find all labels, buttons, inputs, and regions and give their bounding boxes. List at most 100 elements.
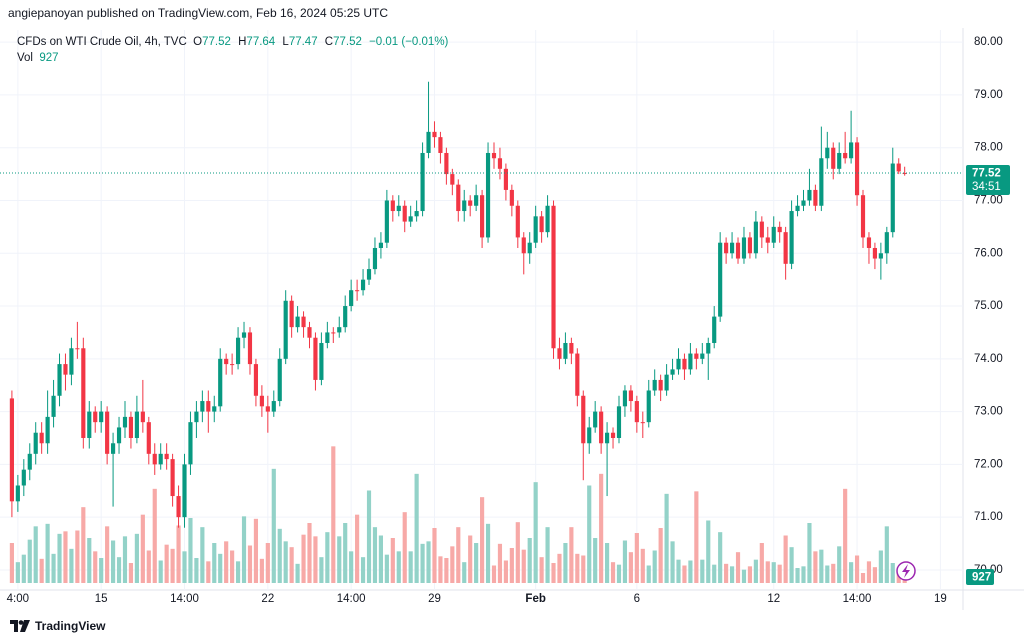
- alert-icon[interactable]: [896, 561, 916, 581]
- volume-bar: [343, 523, 348, 583]
- volume-bar: [854, 555, 860, 583]
- price-tag: 77.52: [972, 168, 1001, 180]
- candle-body: [45, 416, 50, 444]
- legend-change: −0.01 (−0.01%): [369, 36, 449, 48]
- volume-bar: [99, 558, 104, 583]
- volume-bar: [664, 493, 669, 583]
- candle-body: [878, 253, 883, 259]
- volume-bar: [259, 558, 264, 583]
- y-tick-label: 78.00: [974, 142, 1003, 154]
- candle-body: [497, 158, 503, 169]
- candle-body: [331, 332, 336, 334]
- candle-body: [360, 279, 366, 291]
- candle-body: [140, 411, 145, 423]
- candle-body: [480, 195, 485, 238]
- candle-body: [694, 353, 699, 359]
- volume-bar: [319, 557, 324, 583]
- candle-body: [581, 395, 586, 444]
- volume-bar: [634, 533, 639, 583]
- candle-body: [81, 348, 86, 438]
- volume-bar: [890, 563, 895, 583]
- y-tick-label: 71.00: [974, 511, 1003, 523]
- volume-bar: [872, 567, 877, 583]
- volume-bar: [128, 563, 134, 583]
- candle-body: [462, 200, 467, 212]
- candle-body: [390, 200, 395, 212]
- candle-body: [688, 353, 693, 370]
- volume-bar: [539, 557, 544, 583]
- volume-bar: [688, 560, 693, 583]
- candle-body: [569, 342, 574, 354]
- volume-bar: [366, 490, 372, 583]
- candle-body: [21, 469, 26, 486]
- legend-key: O: [193, 36, 203, 48]
- volume-bar: [325, 532, 330, 583]
- volume-key: Vol: [17, 52, 33, 64]
- volume-bar: [295, 563, 300, 583]
- candle-body: [176, 496, 181, 518]
- volume-bar: [521, 549, 526, 583]
- axis-labels: 70.0071.0072.0073.0074.0075.0076.0077.00…: [7, 36, 1010, 605]
- candle-body: [503, 168, 508, 190]
- x-tick-label: 6: [634, 593, 640, 605]
- legend-value: 77.52: [202, 36, 231, 48]
- volume-bar: [134, 533, 139, 583]
- volume-bar: [355, 514, 360, 583]
- candle-body: [616, 406, 622, 438]
- volume-bar: [390, 538, 395, 583]
- volume-bar: [735, 552, 741, 583]
- volume-bar: [15, 562, 20, 583]
- volume-bar: [218, 553, 223, 583]
- volume-bar: [235, 561, 241, 583]
- volume-bar: [462, 562, 467, 583]
- volume-bar: [724, 563, 729, 583]
- y-tick-label: 75.00: [974, 300, 1003, 312]
- candle-body: [610, 432, 616, 438]
- volume-bar: [527, 538, 532, 583]
- candle-body: [670, 369, 675, 375]
- volume-bar: [402, 512, 407, 583]
- y-tick-label: 79.00: [974, 89, 1003, 101]
- candle-body: [218, 358, 223, 407]
- volume-bar: [646, 565, 651, 583]
- candle-body: [604, 432, 610, 444]
- volume-bar: [63, 531, 68, 583]
- volume-bar: [843, 488, 848, 583]
- candle-body: [712, 316, 717, 343]
- volume-bar: [301, 534, 306, 583]
- volume-bar: [807, 523, 812, 583]
- candle-body: [646, 390, 651, 423]
- candle-body: [807, 189, 812, 201]
- candle-body: [105, 411, 110, 454]
- y-tick-label: 73.00: [974, 406, 1003, 418]
- volume-bar: [420, 543, 425, 583]
- candle-body: [170, 459, 175, 497]
- volume-bar: [360, 557, 366, 583]
- candle-body: [402, 205, 407, 222]
- candle-body: [241, 332, 247, 338]
- volume-bar: [313, 536, 318, 583]
- y-tick-label: 74.00: [974, 353, 1003, 365]
- candle-body: [307, 327, 312, 338]
- volume-bar: [485, 523, 491, 583]
- candle-body: [593, 411, 598, 428]
- volume-bar: [497, 543, 503, 583]
- legend-key: H: [238, 36, 247, 48]
- volume-bar: [105, 526, 110, 583]
- x-tick-label: 22: [261, 593, 274, 605]
- volume-bar: [158, 560, 163, 583]
- candle-body: [57, 364, 62, 396]
- candle-body: [474, 195, 479, 206]
- candle-body: [527, 242, 532, 254]
- candle-body: [93, 411, 98, 423]
- candle-body: [152, 453, 157, 465]
- x-tick-label: 4:00: [7, 593, 29, 605]
- volume-bar: [825, 565, 830, 583]
- candle-body: [69, 348, 74, 375]
- candle-body: [319, 342, 324, 380]
- volume-bar: [224, 541, 229, 583]
- candle-body: [194, 411, 199, 423]
- volume-bar: [21, 554, 26, 583]
- x-tick-label: 19: [934, 593, 947, 605]
